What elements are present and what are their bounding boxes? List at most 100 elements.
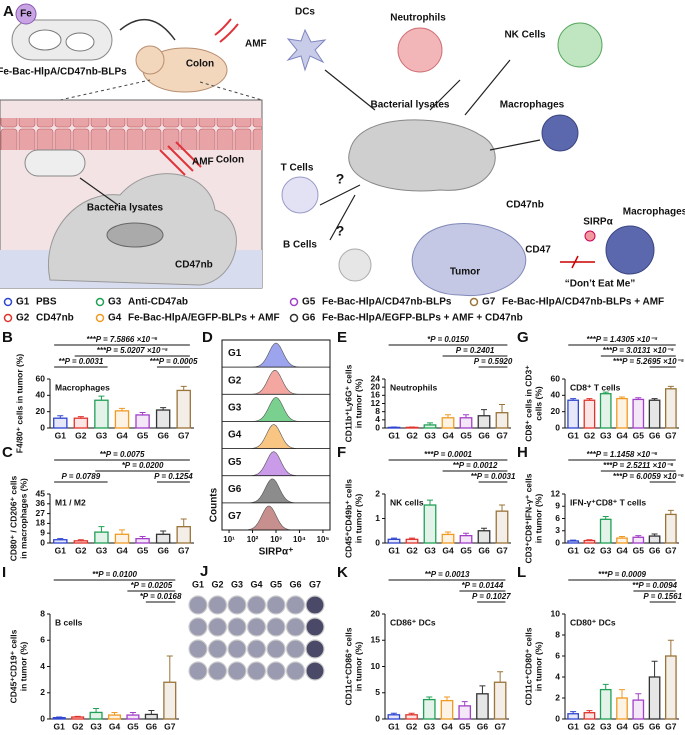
x-tick-label: G4: [441, 721, 453, 731]
bar: [405, 426, 419, 429]
x-axis-label: SIRPα⁺: [259, 547, 294, 558]
label: NK Cells: [504, 30, 546, 41]
bar: [599, 393, 612, 429]
colony-plate: [266, 595, 286, 615]
x-tick-label: G1: [55, 545, 67, 555]
y-tick-label: 2: [555, 692, 560, 702]
x-tick-label: G7: [665, 545, 677, 555]
sig-label: P = 0.1027: [472, 592, 511, 601]
y-axis-label: CD45⁺CD49b⁺ cells: [343, 479, 353, 558]
bar: [632, 536, 645, 544]
arrow: [119, 18, 176, 41]
bar: [583, 712, 596, 720]
bar: [155, 533, 171, 544]
column-label: G1: [192, 579, 204, 589]
row-label: G6: [228, 484, 242, 495]
x-tick-label: G3: [90, 721, 102, 731]
label: Bacteria lysates: [87, 203, 164, 214]
error-bar: [479, 685, 486, 694]
error-bar: [148, 709, 155, 715]
label: Tumor: [450, 267, 480, 278]
amf-waves: [159, 141, 202, 176]
y-tick-label: 3: [555, 525, 560, 535]
colony-plate: [266, 661, 286, 681]
error-bar: [139, 535, 146, 539]
label: Colon: [186, 59, 214, 70]
y-axis-label: CD3⁺CD8⁺IFN-γ⁺ cells: [523, 473, 533, 563]
y-axis-label: in tumor (%): [353, 494, 363, 544]
y-axis-label: in tumor (%): [353, 379, 363, 429]
label: CD47: [525, 245, 551, 256]
x-tick-label: 10¹: [223, 535, 235, 544]
bar: [648, 535, 661, 544]
t-cell: [281, 176, 319, 214]
sig-label: P = 0.1254: [154, 472, 193, 481]
bar: [387, 714, 401, 720]
colony-plate: [207, 617, 228, 637]
sig-label: ***P = 0.0005: [149, 357, 198, 366]
bar: [648, 399, 661, 429]
bar: [135, 537, 150, 544]
y-axis-label: cells (%): [533, 386, 543, 421]
bar: [495, 412, 509, 429]
bar: [616, 537, 628, 544]
error-bar: [602, 391, 609, 394]
y-tick-label: 24: [371, 373, 381, 383]
bar: [176, 389, 191, 429]
colony-plate: [207, 595, 228, 615]
sig-label: *P = 0.0200: [122, 461, 164, 470]
x-tick-label: G6: [478, 545, 490, 555]
bar: [583, 539, 596, 544]
error-bar: [390, 712, 397, 715]
x-tick-label: G2: [75, 430, 87, 440]
bar: [599, 688, 612, 720]
neutrophil: [397, 27, 443, 73]
error-bar: [119, 529, 125, 535]
panel-letter: G: [517, 329, 529, 346]
y-tick-label: 18: [36, 518, 46, 528]
error-bar: [445, 414, 451, 418]
y-tick-label: 0: [375, 713, 380, 723]
panel-letter: J: [200, 563, 208, 580]
label: Fe-Bac-HlpA/CD47nb-BLPs: [0, 67, 127, 78]
legend-group: G5: [302, 297, 316, 308]
label: “Don’t Eat Me”: [565, 279, 636, 290]
error-bar: [160, 530, 167, 535]
error-bar: [667, 509, 674, 515]
error-bar: [463, 532, 469, 536]
y-tick-label: 6: [555, 513, 560, 523]
colony-plate: [188, 595, 208, 615]
bar: [53, 417, 68, 429]
colony-plate: [285, 617, 306, 637]
x-tick-label: G3: [600, 721, 612, 731]
label: Neutrophils: [390, 13, 446, 24]
y-tick-label: 40: [36, 390, 46, 400]
y-tick-label: 1: [375, 513, 380, 523]
y-tick-label: 10: [371, 661, 381, 671]
column-label: G2: [211, 579, 223, 589]
bar: [405, 538, 419, 544]
bar: [94, 531, 109, 544]
vesicle: [28, 29, 62, 51]
sirpa: [584, 230, 596, 242]
legend-group: G3: [108, 297, 122, 308]
label: DCs: [295, 7, 315, 18]
y-tick-label: 40: [551, 390, 561, 400]
y-tick-label: 8: [40, 608, 45, 618]
label: AMF: [245, 39, 267, 50]
x-tick-label: G7: [178, 545, 190, 555]
colony-plate: [246, 617, 267, 637]
y-tick-label: 0: [375, 422, 380, 432]
error-bar: [570, 711, 577, 714]
y-tick-label: 45: [36, 488, 46, 498]
y-tick-label: 4: [555, 671, 560, 681]
error-bar: [111, 711, 118, 716]
bar: [459, 535, 473, 544]
panel-letter: L: [517, 564, 526, 581]
y-tick-label: 12: [371, 398, 381, 408]
error-bar: [93, 708, 100, 713]
bar: [73, 540, 89, 544]
label: Macrophages: [623, 207, 685, 218]
y-tick-label: 8: [555, 629, 560, 639]
inhibit: [560, 255, 595, 269]
